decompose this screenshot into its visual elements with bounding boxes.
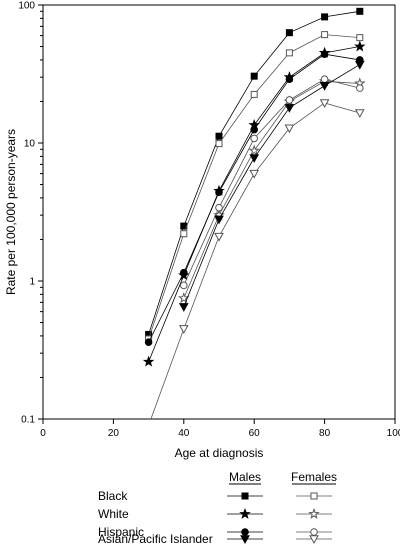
plot-frame [42, 4, 396, 420]
legend-row: White [98, 507, 332, 521]
data-point [356, 84, 364, 92]
series-hispanic-female [180, 75, 364, 290]
x-tick-label: 0 [40, 428, 46, 439]
x-tick-label: 60 [249, 428, 261, 439]
data-point [180, 268, 188, 277]
data-point [215, 188, 223, 197]
data-point [215, 203, 223, 212]
legend-marker [241, 528, 249, 536]
data-point [321, 31, 329, 39]
data-point [248, 144, 260, 156]
data-point [250, 72, 258, 80]
legend-row: Hispanic [98, 525, 332, 539]
data-point [354, 109, 365, 119]
data-point [356, 34, 364, 42]
legend-marker [309, 535, 319, 545]
data-point [320, 75, 329, 83]
y-tick-label: 10 [24, 139, 36, 150]
series-black-male [145, 7, 364, 338]
y-tick-label: 1 [29, 277, 35, 288]
x-axis-label: Age at diagnosis [175, 446, 264, 460]
data-point [214, 232, 224, 242]
series-white-male [142, 40, 366, 367]
legend-label: Black [98, 489, 128, 503]
data-point [249, 169, 260, 179]
data-point [285, 49, 293, 57]
data-point [142, 355, 155, 367]
series-line [183, 80, 360, 299]
data-point [285, 29, 293, 37]
legend-marker [310, 492, 318, 500]
series-line [183, 78, 360, 286]
data-point [319, 99, 330, 109]
data-point [285, 96, 294, 104]
data-point [178, 325, 189, 334]
series-hispanic-male [144, 50, 364, 347]
data-point [250, 125, 258, 134]
data-point [249, 154, 260, 163]
data-point [180, 281, 188, 290]
data-point [354, 40, 366, 52]
x-tick-label: 20 [108, 428, 120, 439]
legend-marker [308, 507, 320, 519]
data-point [178, 303, 189, 312]
x-tick-label: 100 [387, 428, 400, 439]
data-point [284, 104, 295, 113]
legend-header-males: Males [229, 470, 261, 484]
data-point [145, 422, 153, 429]
legend: Males Females Black White HispanicAsian/Pa… [98, 470, 337, 546]
data-point [214, 215, 224, 225]
series-asian-pacific-islander-male [178, 60, 365, 312]
data-point [284, 124, 295, 134]
series-black-female [145, 31, 364, 343]
data-point [250, 134, 258, 143]
data-point [215, 140, 223, 148]
x-tick-label: 80 [319, 428, 331, 439]
legend-label: Hispanic [98, 525, 144, 539]
legend-label: White [98, 507, 129, 521]
y-axis-label: Rate per 100,000 person-years [4, 129, 18, 295]
plot-area: 0 20 40 60 80 100 0.1 1 10 100 [18, 1, 400, 440]
data-point [319, 82, 330, 91]
legend-header-females: Females [291, 470, 337, 484]
x-axis: 0 20 40 60 80 100 [40, 419, 400, 439]
y-tick-label: 100 [18, 1, 35, 12]
data-point [180, 230, 188, 238]
legend-marker [240, 535, 250, 545]
data-point [178, 292, 190, 304]
series-line [183, 64, 361, 307]
x-tick-label: 40 [178, 428, 190, 439]
y-tick-label: 0.1 [21, 415, 35, 426]
legend-marker [241, 492, 249, 500]
data-point [215, 132, 223, 140]
data-point [354, 60, 365, 70]
data-point [321, 13, 329, 21]
y-axis: 0.1 1 10 100 [18, 1, 43, 426]
data-point [320, 50, 329, 59]
data-point [285, 75, 294, 83]
legend-marker [310, 528, 318, 536]
data-point [356, 7, 364, 15]
legend-label: Asian/Pacific Islander [98, 532, 213, 546]
series-asian-pacific-islander-female [145, 99, 365, 429]
legend-row: Asian/Pacific Islander [98, 532, 332, 546]
legend-marker [239, 507, 251, 519]
data-point [144, 338, 153, 347]
legend-row: Black [98, 489, 332, 503]
data-point [250, 90, 258, 98]
